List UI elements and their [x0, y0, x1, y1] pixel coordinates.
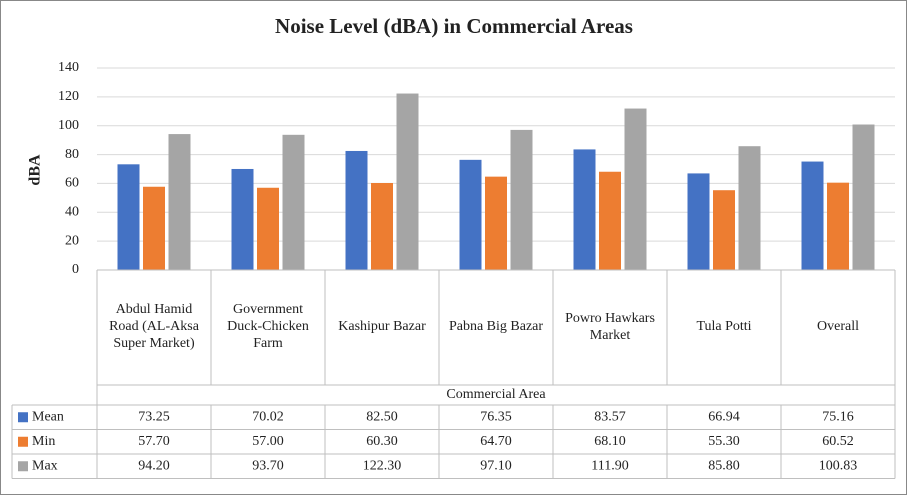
table-cell: 76.35	[480, 409, 512, 424]
y-tick-label: 140	[58, 60, 79, 75]
bar	[738, 146, 761, 270]
table-cell: 93.70	[252, 458, 284, 473]
table-cell: 83.57	[594, 409, 626, 424]
bar	[396, 93, 419, 270]
x-tick-label-box: Pabna Big Bazar	[448, 319, 544, 335]
y-tick-label: 20	[65, 233, 79, 248]
y-axis-label: dBA	[27, 154, 44, 186]
x-axis-label: Commercial Area	[446, 387, 546, 402]
x-tick-label-box: Tula Potti	[696, 319, 752, 335]
bar	[371, 182, 393, 270]
table-cell: 70.02	[252, 409, 284, 424]
bar	[599, 171, 621, 270]
x-tick-label-box: Abdul Hamid Road (AL-Aksa Super Market)	[109, 302, 199, 351]
table-cell: 85.80	[708, 458, 740, 473]
y-tick-label: 100	[58, 118, 79, 133]
table-cell: 60.30	[366, 434, 398, 449]
x-tick-label: Government Duck-Chicken Farm	[227, 302, 309, 351]
table-cell: 100.83	[819, 458, 858, 473]
bar	[485, 176, 507, 270]
bar	[257, 187, 279, 270]
table-cell: 66.94	[708, 409, 740, 424]
table-cell: 55.30	[708, 434, 740, 449]
x-tick-label-box: Kashipur Bazar	[338, 319, 426, 335]
bar	[687, 173, 710, 270]
chart-title: Noise Level (dBA) in Commercial Areas	[275, 14, 633, 38]
legend-key	[18, 412, 28, 423]
table-cell: 122.30	[363, 458, 402, 473]
legend-key	[18, 461, 28, 472]
bar	[573, 149, 596, 270]
x-tick-label-box: Powro Hawkars Market	[565, 310, 655, 343]
table-cell: 94.20	[138, 458, 170, 473]
legend-label: Min	[32, 434, 55, 449]
bar	[117, 164, 140, 270]
bar	[510, 129, 533, 270]
y-tick-label: 60	[65, 176, 79, 191]
bar	[624, 108, 647, 271]
bar	[282, 134, 305, 270]
table-cell: 97.10	[480, 458, 512, 473]
bar	[143, 186, 165, 270]
x-tick-label-box: Government Duck-Chicken Farm	[227, 302, 309, 351]
x-tick-label: Overall	[817, 319, 859, 335]
table-cell: 111.90	[591, 458, 628, 473]
table-cell: 57.70	[138, 434, 170, 449]
bar	[459, 159, 482, 270]
x-tick-label: Tula Potti	[696, 319, 752, 335]
x-tick-label: Abdul Hamid Road (AL-Aksa Super Market)	[109, 302, 199, 351]
legend-key	[18, 436, 28, 447]
bar	[801, 161, 824, 270]
table-cell: 82.50	[366, 409, 398, 424]
y-tick-label: 0	[72, 262, 79, 277]
table-cell: 64.70	[480, 434, 512, 449]
bar	[827, 182, 849, 270]
table-cell: 68.10	[594, 434, 626, 449]
legend-label: Max	[32, 458, 58, 473]
x-tick-label: Pabna Big Bazar	[448, 319, 544, 335]
table-cell: 75.16	[822, 409, 854, 424]
y-tick-label: 40	[65, 205, 79, 220]
bar	[852, 124, 875, 270]
x-tick-label: Kashipur Bazar	[338, 319, 426, 335]
x-tick-label-box: Overall	[817, 319, 859, 335]
y-tick-label: 80	[65, 147, 79, 162]
table-cell: 73.25	[138, 409, 170, 424]
table-cell: 60.52	[822, 434, 854, 449]
bar	[713, 190, 735, 270]
bar	[168, 134, 191, 270]
legend-label: Mean	[32, 409, 64, 424]
y-tick-label: 120	[58, 89, 79, 104]
bar	[231, 168, 254, 270]
x-tick-label: Powro Hawkars Market	[565, 310, 655, 343]
bar	[345, 150, 368, 270]
table-cell: 57.00	[252, 434, 284, 449]
